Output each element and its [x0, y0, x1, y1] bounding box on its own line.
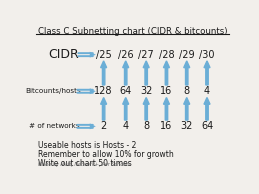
FancyArrow shape: [123, 61, 129, 85]
Text: /29: /29: [179, 50, 195, 60]
FancyArrow shape: [123, 98, 129, 120]
Text: 32: 32: [181, 121, 193, 131]
Text: Write out chart 50 times: Write out chart 50 times: [38, 159, 132, 168]
Text: /26: /26: [118, 50, 134, 60]
Text: 128: 128: [94, 86, 113, 96]
Text: 4: 4: [123, 121, 129, 131]
Text: 64: 64: [201, 121, 213, 131]
FancyArrow shape: [204, 98, 210, 120]
FancyArrow shape: [163, 61, 169, 85]
Text: Class C Subnetting chart (CIDR & bitcounts): Class C Subnetting chart (CIDR & bitcoun…: [38, 27, 227, 36]
FancyArrow shape: [100, 61, 107, 85]
FancyArrow shape: [163, 98, 169, 120]
Text: 4: 4: [204, 86, 210, 96]
Text: /28: /28: [159, 50, 174, 60]
Text: 64: 64: [120, 86, 132, 96]
FancyArrow shape: [204, 61, 210, 85]
Text: 8: 8: [184, 86, 190, 96]
FancyArrow shape: [100, 98, 107, 120]
Text: Useable hosts is Hosts - 2: Useable hosts is Hosts - 2: [38, 141, 137, 150]
Text: /30: /30: [199, 50, 215, 60]
Text: 16: 16: [160, 121, 172, 131]
Text: CIDR: CIDR: [48, 48, 79, 61]
Text: Remember to allow 10% for growth: Remember to allow 10% for growth: [38, 150, 174, 159]
Text: 2: 2: [100, 121, 107, 131]
Text: /27: /27: [138, 50, 154, 60]
Text: 16: 16: [160, 86, 172, 96]
FancyArrow shape: [143, 61, 149, 85]
Text: Made by Matt, Network+, Per Scholas: Made by Matt, Network+, Per Scholas: [38, 162, 131, 167]
Text: /25: /25: [96, 50, 112, 60]
FancyArrow shape: [184, 98, 190, 120]
Text: Bitcounts/hosts: Bitcounts/hosts: [26, 88, 81, 94]
Text: 8: 8: [143, 121, 149, 131]
FancyArrow shape: [143, 98, 149, 120]
Text: # of networks: # of networks: [29, 123, 80, 129]
Text: 32: 32: [140, 86, 152, 96]
FancyArrow shape: [184, 61, 190, 85]
